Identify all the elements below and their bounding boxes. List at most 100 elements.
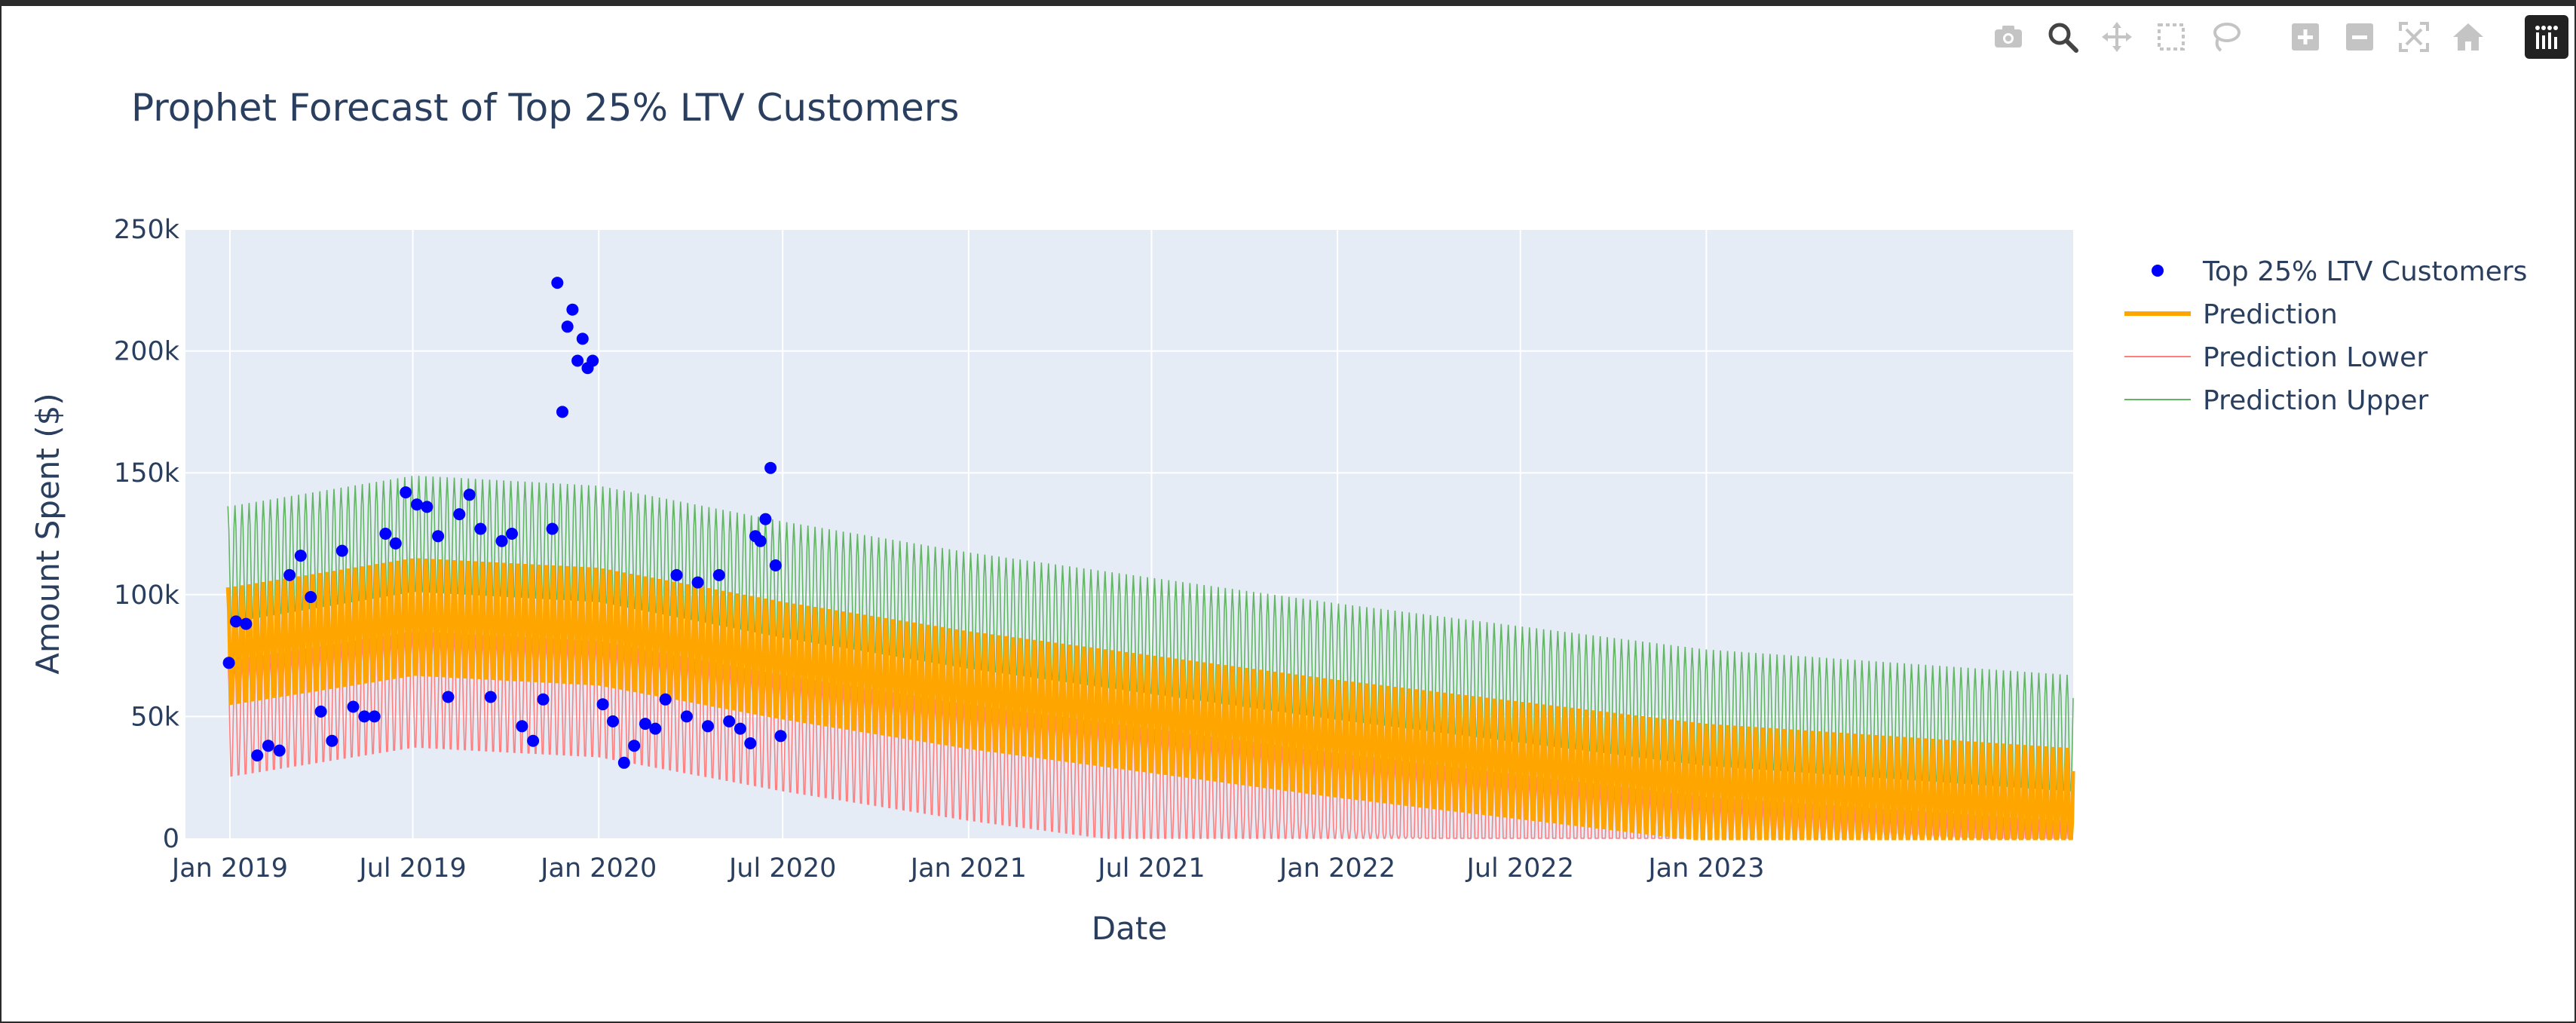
data-point xyxy=(537,693,550,706)
data-point xyxy=(240,617,253,630)
data-point xyxy=(484,691,497,703)
camera-icon[interactable] xyxy=(1985,14,2032,60)
data-point xyxy=(453,508,466,521)
plot-container: Jan 2019 Jul 2019 Jan 2020 Jul 2020 Jan 2021… xyxy=(2,6,2574,1021)
actual-points[interactable] xyxy=(222,277,787,769)
lasso-select-icon[interactable] xyxy=(2202,14,2249,60)
data-point xyxy=(566,303,579,316)
data-point xyxy=(551,277,564,289)
data-point xyxy=(273,744,286,757)
data-point xyxy=(411,498,423,511)
x-tick-label: Jan 2022 xyxy=(1278,853,1395,884)
data-point xyxy=(680,710,693,723)
y-tick-label: 250k xyxy=(114,215,180,245)
y-tick-label: 100k xyxy=(114,580,180,611)
data-point xyxy=(527,734,540,747)
zoom-out-icon[interactable] xyxy=(2336,14,2383,60)
x-axis-title: Date xyxy=(1092,910,1167,947)
data-point xyxy=(546,522,559,535)
data-point xyxy=(358,710,371,723)
legend-label: Prediction Upper xyxy=(2203,385,2428,416)
data-point xyxy=(759,513,772,525)
data-point xyxy=(230,615,242,628)
box-select-icon[interactable] xyxy=(2148,14,2195,60)
chart[interactable]: Jan 2019 Jul 2019 Jan 2020 Jul 2020 Jan 2021… xyxy=(2,6,2574,1021)
data-point xyxy=(702,720,714,733)
data-point xyxy=(571,354,584,367)
plotly-logo-icon[interactable] xyxy=(2525,15,2568,59)
data-point xyxy=(463,489,476,501)
data-point xyxy=(389,537,402,550)
data-point xyxy=(294,550,307,562)
data-point xyxy=(617,756,630,769)
data-point xyxy=(262,740,274,752)
data-point xyxy=(659,693,672,706)
data-point xyxy=(379,528,392,540)
x-tick-label: Jan 2023 xyxy=(1646,853,1764,884)
data-point xyxy=(744,737,757,749)
data-point xyxy=(400,486,412,499)
x-tick-label: Jan 2020 xyxy=(539,853,657,884)
x-axis-ticks: Jan 2019 Jul 2019 Jan 2020 Jul 2020 Jan 2021… xyxy=(170,853,1765,884)
y-tick-label: 0 xyxy=(163,824,179,854)
data-point xyxy=(670,568,683,581)
data-point xyxy=(754,534,767,547)
data-point xyxy=(326,734,338,747)
legend-label: Top 25% LTV Customers xyxy=(2202,256,2527,287)
data-point xyxy=(495,534,508,547)
y-axis-ticks: 0 50k 100k 150k 200k 250k xyxy=(114,215,180,854)
data-point xyxy=(723,715,736,727)
data-point xyxy=(516,720,528,733)
x-tick-label: Jul 2019 xyxy=(357,853,466,884)
y-axis-title: Amount Spent ($) xyxy=(29,393,66,675)
data-point xyxy=(305,591,317,603)
prediction-line xyxy=(225,558,2075,841)
data-point xyxy=(734,722,746,735)
y-tick-label: 200k xyxy=(114,337,180,367)
data-point xyxy=(421,501,433,513)
data-point xyxy=(474,522,487,535)
zoom-in-icon[interactable] xyxy=(2282,14,2329,60)
data-point xyxy=(283,568,296,581)
chart-title: Prophet Forecast of Top 25% LTV Customer… xyxy=(131,86,959,130)
data-point xyxy=(347,700,360,713)
x-tick-label: Jul 2020 xyxy=(727,853,836,884)
x-tick-label: Jan 2019 xyxy=(170,853,288,884)
data-point xyxy=(556,406,568,418)
y-tick-label: 150k xyxy=(114,458,180,489)
data-point xyxy=(314,705,327,718)
x-tick-label: Jan 2021 xyxy=(909,853,1027,884)
data-point xyxy=(774,730,787,743)
pan-icon[interactable] xyxy=(2094,14,2140,60)
data-point xyxy=(251,749,264,762)
data-point xyxy=(335,544,348,557)
x-tick-label: Jul 2022 xyxy=(1466,853,1574,884)
data-point xyxy=(607,715,619,727)
reset-axes-icon[interactable] xyxy=(2445,14,2492,60)
modebar xyxy=(1985,14,2568,60)
y-tick-label: 50k xyxy=(130,702,180,732)
data-point xyxy=(432,530,445,543)
data-point xyxy=(506,528,518,540)
data-point xyxy=(769,559,782,571)
data-point xyxy=(712,568,725,581)
data-point xyxy=(649,722,662,735)
zoom-icon[interactable] xyxy=(2039,14,2086,60)
legend-marker xyxy=(2152,265,2164,277)
data-point xyxy=(561,320,574,333)
data-point xyxy=(639,718,651,730)
data-point xyxy=(368,710,381,723)
data-point xyxy=(764,461,777,474)
data-point xyxy=(576,332,589,345)
prediction-bands xyxy=(225,476,2075,841)
data-point xyxy=(587,354,599,367)
data-point xyxy=(628,740,641,752)
data-point xyxy=(691,576,704,589)
legend[interactable]: Top 25% LTV Customers Prediction Predictio… xyxy=(2124,256,2527,416)
data-point xyxy=(222,657,235,669)
data-point xyxy=(442,691,455,703)
legend-label: Prediction xyxy=(2203,299,2338,330)
autoscale-icon[interactable] xyxy=(2391,14,2437,60)
data-point xyxy=(596,698,609,711)
legend-label: Prediction Lower xyxy=(2203,342,2427,373)
